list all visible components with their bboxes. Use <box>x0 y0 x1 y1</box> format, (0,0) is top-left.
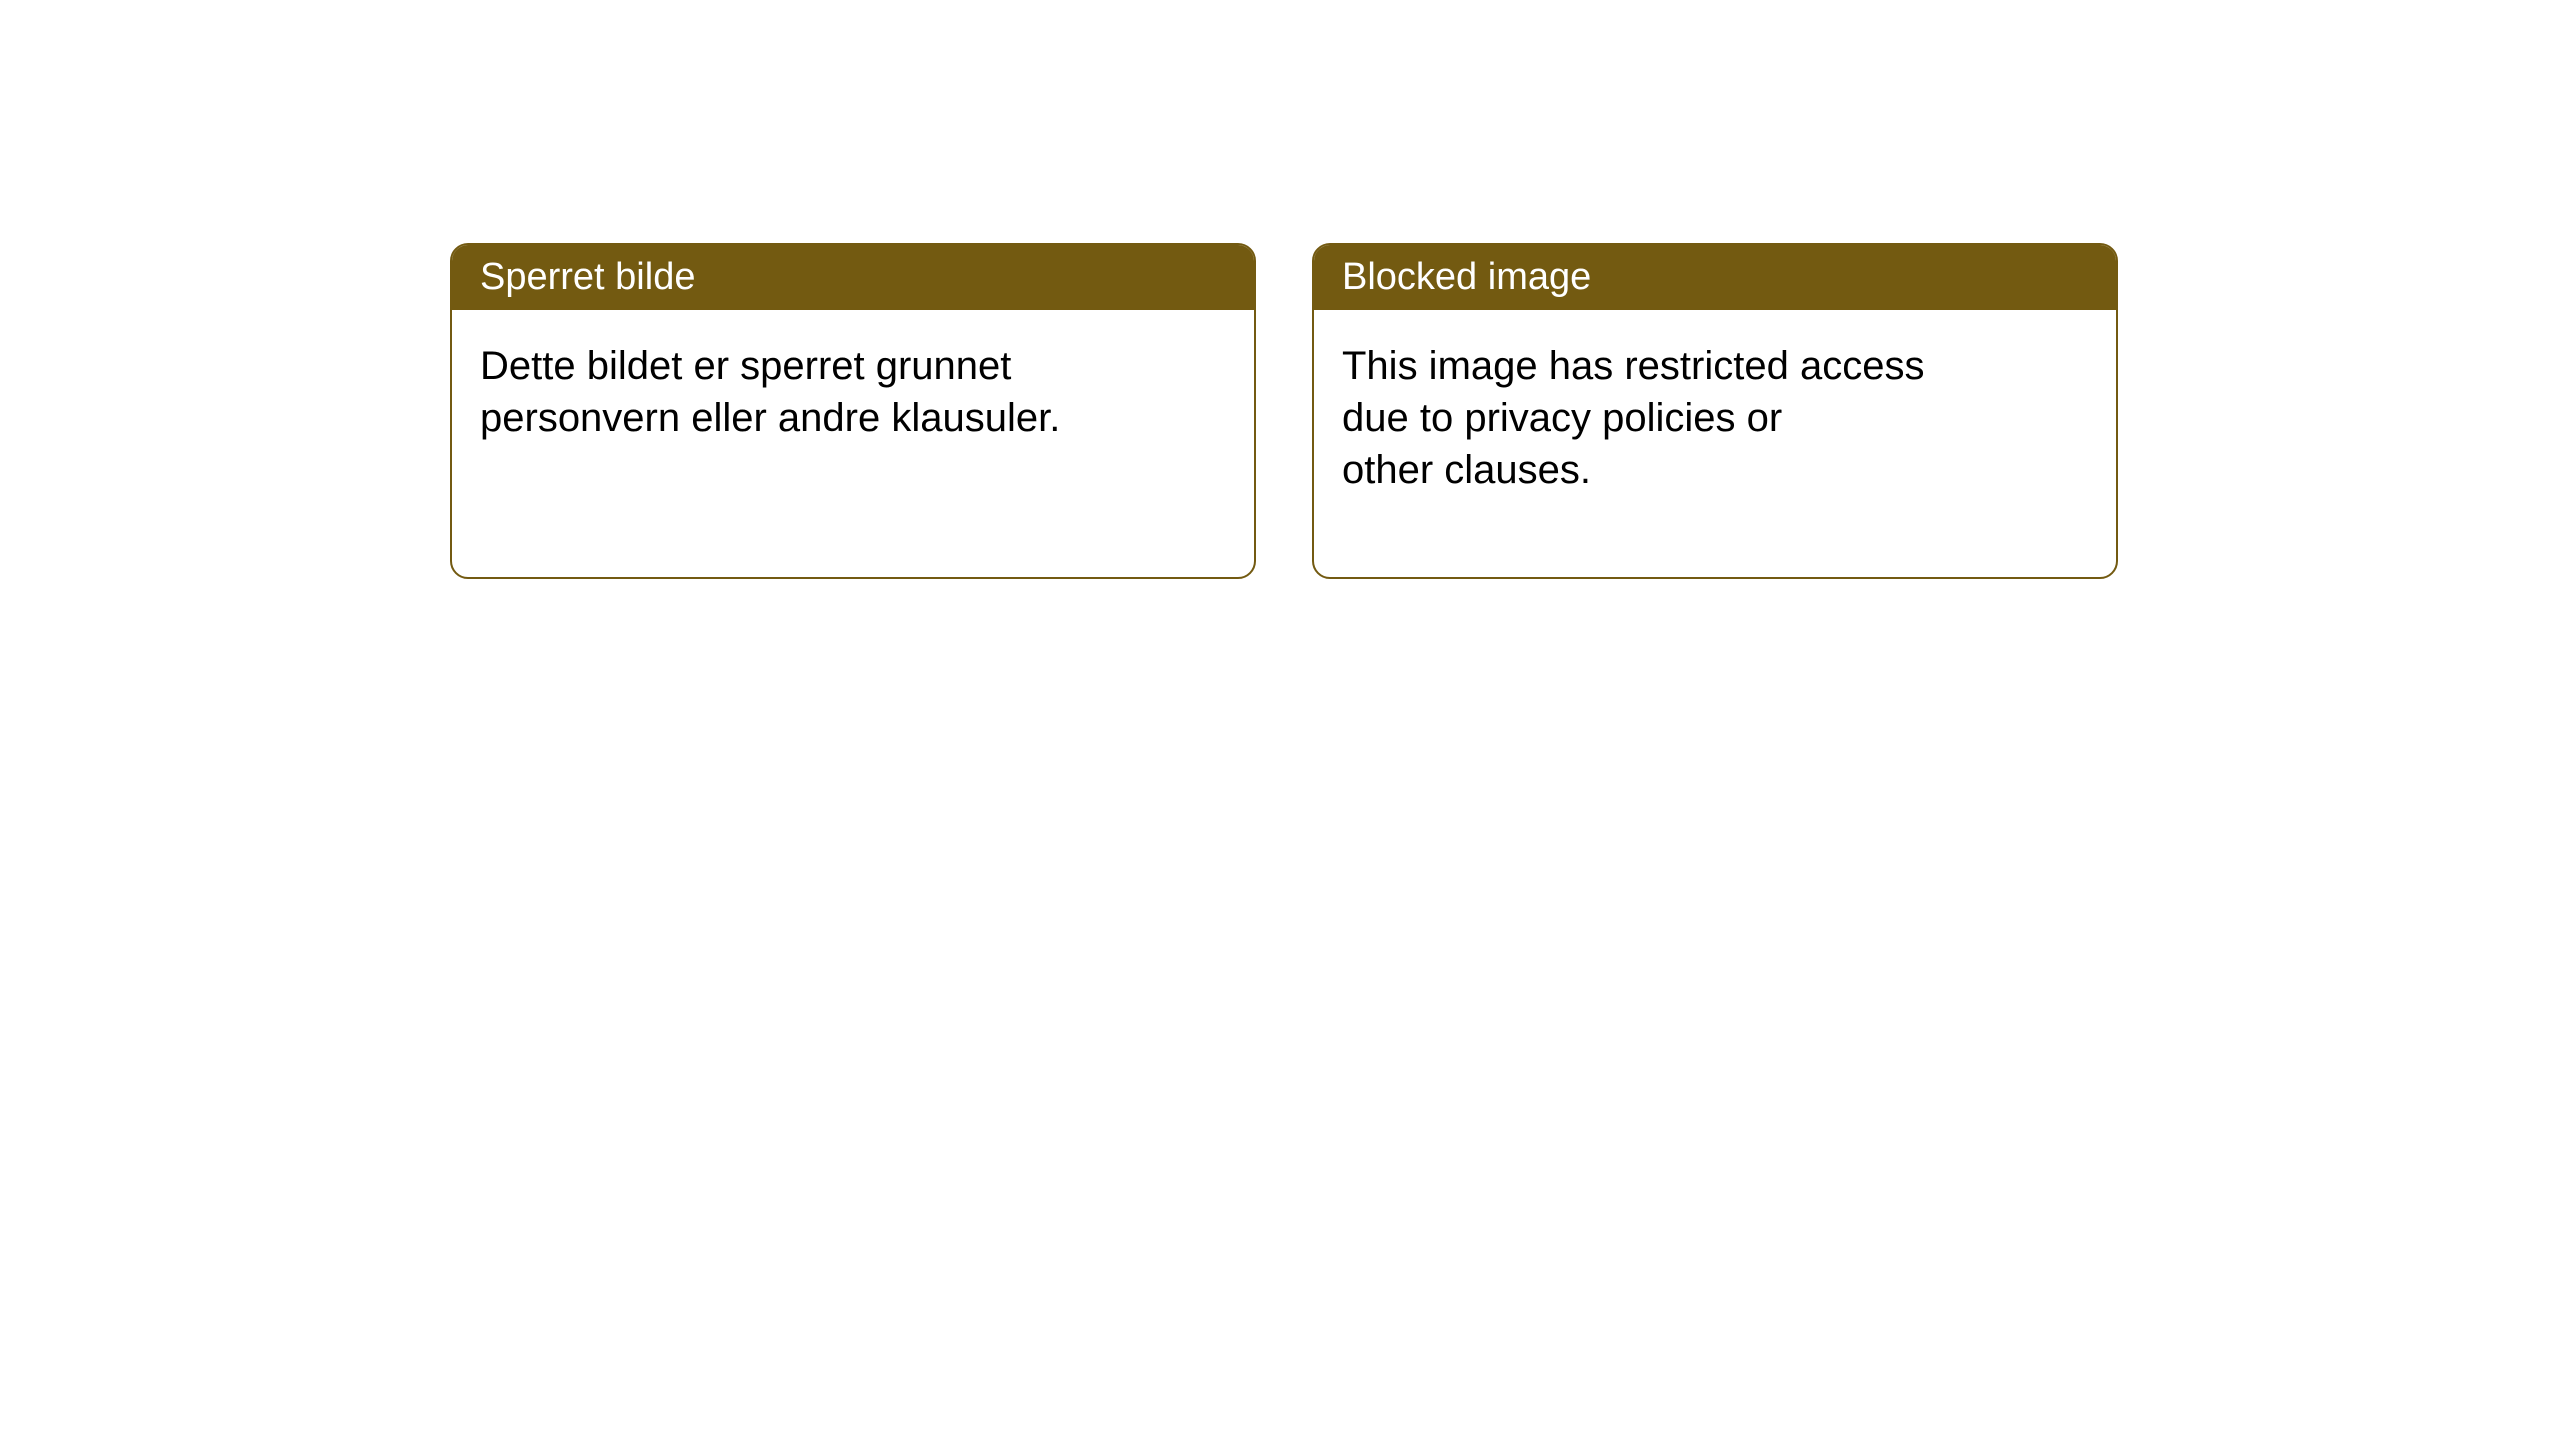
notice-card-english: Blocked image This image has restricted … <box>1312 243 2118 579</box>
notice-card-norwegian: Sperret bilde Dette bildet er sperret gr… <box>450 243 1256 579</box>
notice-header: Blocked image <box>1314 245 2116 310</box>
notice-container: Sperret bilde Dette bildet er sperret gr… <box>0 0 2560 579</box>
notice-body: Dette bildet er sperret grunnet personve… <box>452 310 1254 474</box>
notice-header: Sperret bilde <box>452 245 1254 310</box>
notice-body: This image has restricted access due to … <box>1314 310 2116 526</box>
